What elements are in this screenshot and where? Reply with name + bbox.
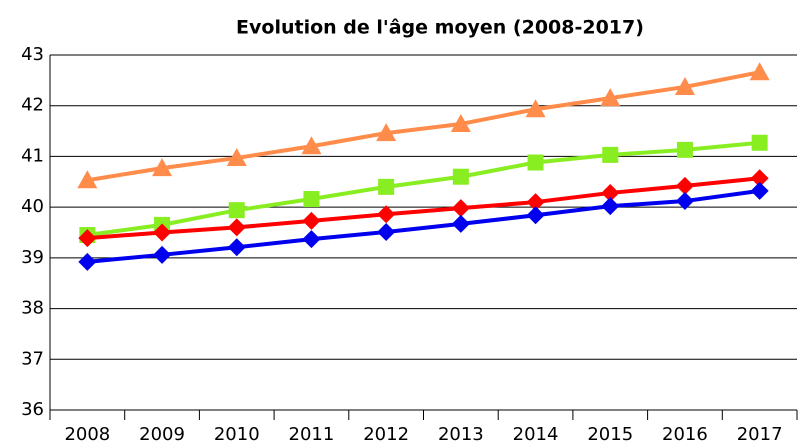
y-tick-label: 36	[21, 399, 44, 420]
marker	[378, 178, 395, 195]
marker	[226, 147, 247, 166]
marker	[377, 205, 396, 224]
marker	[451, 214, 470, 233]
marker	[153, 223, 172, 242]
marker	[751, 134, 768, 151]
y-tick-label: 42	[21, 95, 44, 116]
x-tick-label: 2010	[214, 424, 260, 443]
x-tick-label: 2017	[737, 424, 783, 443]
series-line	[87, 70, 761, 183]
y-tick-label: 37	[21, 348, 44, 369]
marker	[78, 252, 97, 271]
marker	[227, 238, 246, 257]
marker	[600, 88, 621, 107]
x-tick-label: 2016	[662, 424, 708, 443]
marker	[602, 146, 619, 163]
marker	[675, 192, 694, 211]
marker	[303, 191, 320, 208]
marker	[301, 136, 322, 155]
marker	[750, 169, 769, 188]
marker	[78, 229, 97, 248]
marker	[152, 158, 173, 177]
y-tick-label: 39	[21, 247, 44, 268]
x-tick-label: 2015	[587, 424, 633, 443]
marker	[749, 62, 770, 81]
x-tick-label: 2009	[139, 424, 185, 443]
marker	[674, 76, 695, 95]
marker	[601, 183, 620, 202]
marker	[302, 230, 321, 249]
marker	[376, 123, 397, 142]
marker	[525, 99, 546, 118]
x-tick-label: 2012	[363, 424, 409, 443]
marker	[675, 176, 694, 195]
series-line	[87, 176, 760, 241]
chart-title: Evolution de l'âge moyen (2008-2017)	[236, 17, 644, 39]
marker	[451, 199, 470, 218]
y-tick-label: 38	[21, 298, 44, 319]
marker	[526, 193, 545, 212]
marker	[227, 218, 246, 237]
y-tick-label: 41	[21, 145, 44, 166]
marker	[676, 141, 693, 158]
marker	[77, 170, 98, 189]
x-tick-label: 2011	[289, 424, 335, 443]
marker	[527, 154, 544, 171]
marker	[750, 181, 769, 200]
x-tick-label: 2008	[64, 424, 110, 443]
y-tick-label: 40	[21, 196, 44, 217]
marker	[377, 222, 396, 241]
marker	[302, 211, 321, 230]
y-tick-label: 43	[21, 44, 44, 65]
marker	[452, 168, 469, 185]
x-tick-label: 2013	[438, 424, 484, 443]
marker	[601, 197, 620, 216]
marker	[153, 245, 172, 264]
marker	[228, 202, 245, 219]
marker	[450, 113, 471, 132]
series-line	[87, 140, 760, 238]
marker	[526, 206, 545, 225]
series-line	[87, 188, 760, 264]
x-tick-label: 2014	[513, 424, 559, 443]
